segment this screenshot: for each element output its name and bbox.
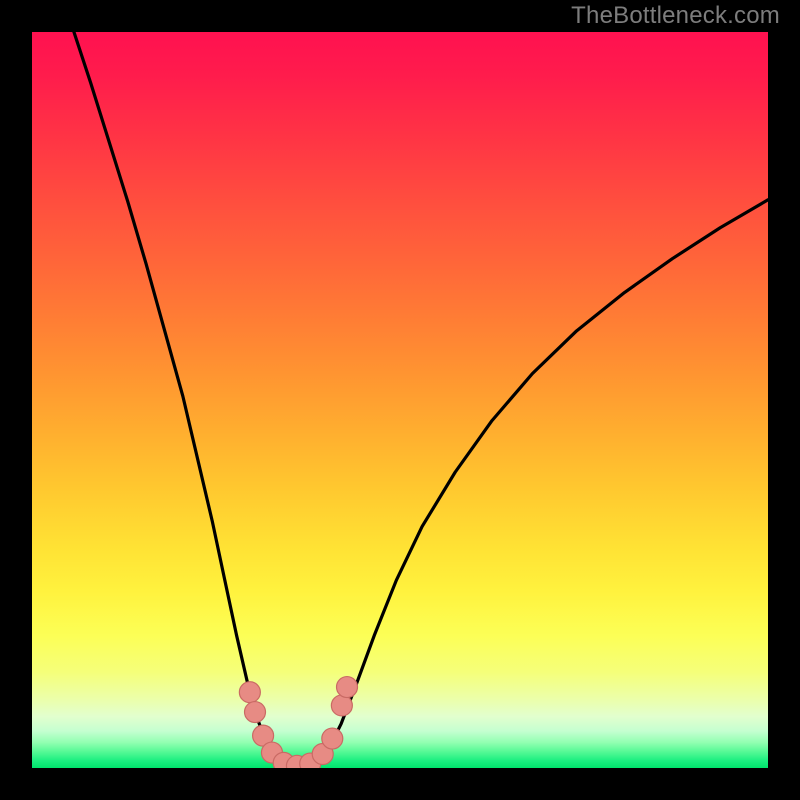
chart-frame: TheBottleneck.com: [0, 0, 800, 800]
valley-marker: [337, 677, 358, 698]
bottleneck-curve: [74, 32, 768, 765]
valley-marker: [245, 702, 266, 723]
watermark-text: TheBottleneck.com: [571, 2, 780, 30]
valley-marker: [331, 695, 352, 716]
valley-marker: [239, 682, 260, 703]
plot-area: [32, 32, 768, 768]
valley-markers: [239, 677, 357, 768]
valley-marker: [322, 728, 343, 749]
curve-layer: [32, 32, 768, 768]
